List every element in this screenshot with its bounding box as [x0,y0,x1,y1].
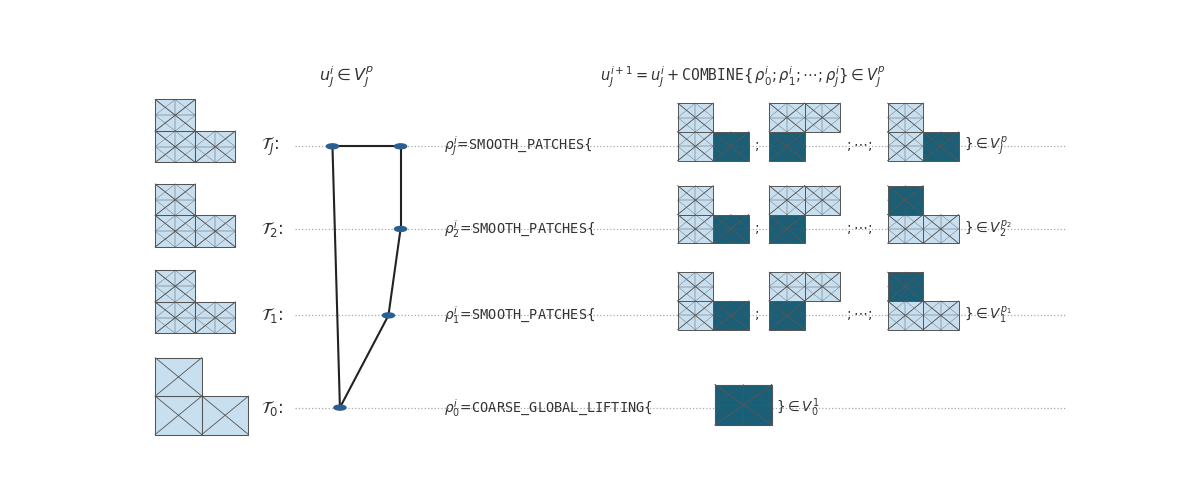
Bar [155,302,195,333]
Bar [769,215,804,244]
Bar [155,131,195,163]
Text: $;\cdots;$: $;\cdots;$ [845,139,872,153]
Bar [713,301,749,330]
Circle shape [326,144,338,149]
Text: $;$: $;$ [754,139,760,153]
Bar [804,272,840,301]
Bar [195,131,236,163]
Text: $\}$$\in V_0^1$: $\}$$\in V_0^1$ [777,396,820,419]
Bar [155,270,195,302]
Bar [678,215,713,244]
Bar [769,132,804,161]
Text: $;$: $;$ [754,222,760,236]
Bar [804,186,840,215]
Bar [887,132,923,161]
Text: $\}$$\in V_2^{p_2}$: $\}$$\in V_2^{p_2}$ [964,219,1011,240]
Text: $\rho_0^i\!=\!$$\mathtt{COARSE\_GLOBAL\_LIFTING}\{$: $\rho_0^i\!=\!$$\mathtt{COARSE\_GLOBAL\_… [444,397,653,419]
Bar [887,215,923,244]
Text: $\rho_2^i\!=\!$$\mathtt{SMOOTH\_PATCHES}\{$: $\rho_2^i\!=\!$$\mathtt{SMOOTH\_PATCHES}… [444,218,596,240]
Bar [887,103,923,132]
Bar [155,216,195,247]
Text: $\rho_J^i\!=\!$$\mathtt{SMOOTH\_PATCHES}\{$: $\rho_J^i\!=\!$$\mathtt{SMOOTH\_PATCHES}… [444,134,592,158]
Bar [678,132,713,161]
Circle shape [395,144,407,149]
Text: $;$: $;$ [754,308,760,322]
Circle shape [334,405,346,410]
Text: $\rho_1^i\!=\!$$\mathtt{SMOOTH\_PATCHES}\{$: $\rho_1^i\!=\!$$\mathtt{SMOOTH\_PATCHES}… [444,304,596,326]
Text: $\mathcal{T}_2$:: $\mathcal{T}_2$: [260,219,283,239]
Text: $\}$$\in V_J^p$: $\}$$\in V_J^p$ [964,135,1008,158]
Bar [769,301,804,330]
Text: $\mathcal{T}_J$:: $\mathcal{T}_J$: [260,135,279,158]
Bar [678,186,713,215]
Bar [155,396,202,435]
Bar [713,215,749,244]
Bar [155,358,202,396]
Text: $;\cdots;$: $;\cdots;$ [845,222,872,236]
Bar [923,301,958,330]
Bar [769,272,804,301]
Bar [713,132,749,161]
Bar [195,302,236,333]
Bar [155,99,195,131]
Bar [887,186,923,215]
Bar [887,272,923,301]
Bar [195,216,236,247]
Bar [769,103,804,132]
Bar [202,396,248,435]
Bar [715,385,772,425]
Bar [923,215,958,244]
Text: $;\cdots;$: $;\cdots;$ [845,308,872,322]
Bar [923,132,958,161]
Bar [678,301,713,330]
Bar [155,184,195,216]
Text: $u_J^i \in V_J^p$: $u_J^i \in V_J^p$ [319,64,374,90]
Bar [887,301,923,330]
Bar [769,186,804,215]
Text: $\mathcal{T}_1$:: $\mathcal{T}_1$: [260,305,283,325]
Text: $\}$$\in V_1^{p_1}$: $\}$$\in V_1^{p_1}$ [964,305,1011,326]
Bar [678,272,713,301]
Bar [804,103,840,132]
Circle shape [383,313,395,318]
Text: $\mathcal{T}_0$:: $\mathcal{T}_0$: [260,398,283,418]
Text: $u_J^{i+1} = u_J^i + \mathtt{COMBINE}\{\,\rho_0^i;\rho_1^i;\cdots;\rho_J^i\} \in: $u_J^{i+1} = u_J^i + \mathtt{COMBINE}\{\… [601,64,886,90]
Bar [678,103,713,132]
Circle shape [395,227,407,232]
